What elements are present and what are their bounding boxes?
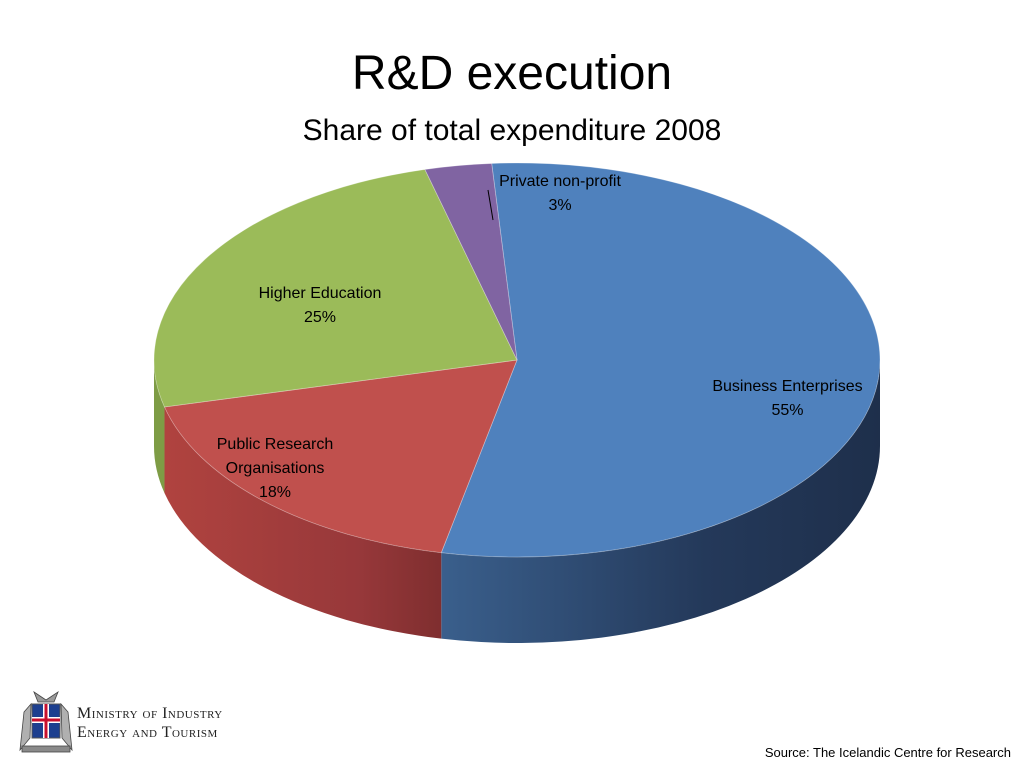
slice-value: 3% xyxy=(548,197,572,214)
label-public-research: Public Research Organisations 18% xyxy=(195,433,355,505)
slice-label: Organisations xyxy=(225,460,325,477)
pie-side-business-enterprises xyxy=(441,360,880,644)
label-private-non-profit: Private non-profit 3% xyxy=(480,170,640,218)
slice-value: 25% xyxy=(303,309,337,326)
slice-label: Business Enterprises xyxy=(712,378,863,395)
label-higher-education: Higher Education 25% xyxy=(240,282,400,330)
pie-side-public-research-organisations xyxy=(164,406,442,639)
pie-slice-business-enterprises xyxy=(440,162,881,558)
slice-label: Private non-profit xyxy=(499,173,621,190)
slice-label: Public Research xyxy=(216,436,334,453)
chart-subtitle: Share of total expenditure 2008 xyxy=(302,114,722,147)
source-note: Source: The Icelandic Centre for Researc… xyxy=(764,745,1011,760)
pie-slice-higher-education xyxy=(153,169,518,408)
ministry-name: Ministry of Industry Energy and Tourism xyxy=(77,704,223,742)
pie-slice-public-research-organisations xyxy=(163,359,518,554)
slice-label: Higher Education xyxy=(258,285,382,302)
chart-title: R&D execution xyxy=(351,47,673,100)
ministry-line-2: Energy and Tourism xyxy=(77,724,218,741)
slice-value: 55% xyxy=(771,402,804,419)
leader-line-private-non-profit xyxy=(487,189,494,221)
label-business-enterprises: Business Enterprises 55% xyxy=(690,375,885,423)
pie-side-higher-education xyxy=(154,360,165,493)
iceland-coat-of-arms-icon xyxy=(19,690,73,753)
slice-value: 18% xyxy=(258,484,292,501)
ministry-line-1: Ministry of Industry xyxy=(77,705,223,722)
pie-slice-private-non-profit xyxy=(424,163,518,361)
